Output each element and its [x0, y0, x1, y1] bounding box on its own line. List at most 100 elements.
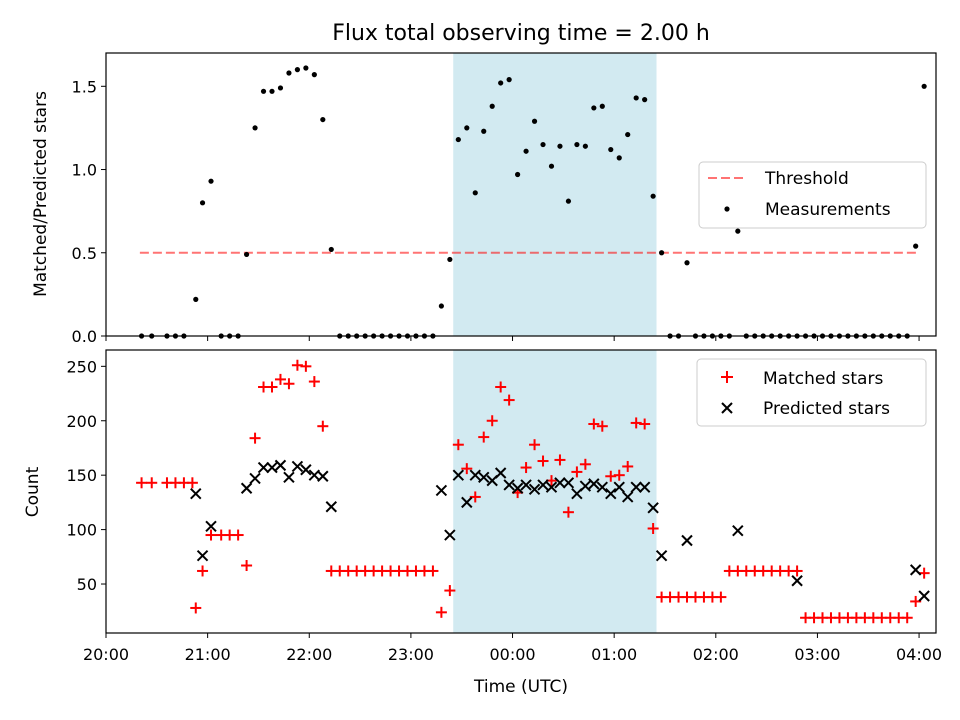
x-tick-label: 20:00 [83, 645, 129, 664]
predicted-star-point [317, 470, 329, 482]
matched-star-point [529, 439, 541, 451]
legend-predicted-label: Predicted stars [763, 399, 890, 419]
matched-star-point [910, 595, 922, 607]
matched-star-point [469, 491, 481, 503]
bottom-y-tick-label: 250 [66, 357, 97, 376]
x-tick-label: 22:00 [286, 645, 332, 664]
predicted-star-point [240, 482, 253, 494]
bottom-y-tick-label: 50 [77, 575, 97, 594]
legend-matched-swatch [721, 371, 733, 383]
top-y-tick-label: 1.5 [72, 77, 97, 96]
measurement-point [243, 251, 250, 258]
bottom-legend: Matched stars Predicted stars [696, 358, 927, 427]
predicted-star-point [579, 480, 592, 492]
bottom-y-tick-label: 200 [66, 412, 97, 431]
measurement-point [633, 95, 639, 101]
matched-star-point [571, 466, 583, 478]
predicted-star-point [909, 564, 922, 576]
matched-star-point [249, 432, 261, 444]
predicted-star-point [435, 484, 448, 497]
measurement-point [531, 118, 538, 124]
matched-star-point [901, 612, 913, 624]
predicted-star-point [325, 501, 337, 513]
measurement-point [481, 128, 487, 134]
measurement-point [464, 125, 470, 131]
matched-star-point [241, 560, 253, 572]
matched-star-point [554, 454, 566, 466]
top-y-ticks: 0.0 0.5 1.0 1.5 [72, 77, 106, 346]
predicted-star-point [478, 471, 490, 484]
legend-predicted-swatch [721, 402, 733, 414]
predicted-star-point [537, 479, 549, 491]
matched-star-point [205, 529, 217, 541]
predicted-star-point [622, 491, 634, 503]
x-tick-label: 02:00 [693, 645, 739, 664]
matched-star-point [232, 529, 244, 541]
matched-star-point [197, 565, 209, 577]
legend-measurements-label: Measurements [765, 200, 891, 220]
predicted-star-point [732, 524, 744, 537]
matched-star-point [461, 463, 473, 475]
matched-star-point [613, 469, 625, 481]
predicted-star-point [461, 496, 473, 509]
predicted-star-point [444, 529, 456, 541]
measurement-point [591, 105, 597, 111]
predicted-star-point [918, 590, 930, 602]
matched-star-point [444, 585, 456, 597]
measurement-point [489, 103, 495, 109]
matched-star-point [266, 381, 278, 393]
predicted-star-point [274, 459, 287, 472]
predicted-star-point [605, 487, 617, 500]
top-shaded-band [453, 53, 657, 336]
measurement-point [658, 250, 665, 256]
legend-threshold-label: Threshold [764, 169, 849, 189]
measurement-point [565, 198, 572, 204]
matched-star-point [317, 420, 329, 432]
measurement-point [438, 303, 444, 309]
measurement-point [540, 141, 546, 148]
matched-star-point [136, 477, 148, 489]
measurement-point [199, 200, 206, 206]
measurement-point [286, 70, 292, 76]
measurement-point [472, 190, 478, 196]
top-y-tick-label: 1.0 [72, 161, 97, 180]
x-tick-label: 04:00 [896, 645, 942, 664]
predicted-star-point [596, 481, 609, 493]
predicted-star-point [291, 460, 304, 473]
matched-star-point [715, 591, 727, 603]
x-tick-label: 01:00 [591, 645, 637, 664]
matched-star-point [647, 523, 659, 535]
measurement-point [193, 296, 199, 302]
predicted-star-point [681, 534, 693, 547]
measurement-point [650, 193, 656, 199]
measurement-point [498, 80, 504, 86]
measurement-point [277, 85, 284, 91]
measurement-point [303, 65, 309, 71]
matched-star-point [300, 360, 312, 372]
predicted-star-point [190, 487, 202, 500]
matched-star-point [562, 506, 574, 518]
matched-star-point [146, 477, 158, 489]
bottom-axes-frame [105, 349, 937, 634]
measurement-point [506, 77, 512, 83]
top-legend-box [698, 161, 927, 229]
predicted-star-point [638, 481, 651, 493]
bottom-y-axis-label: Count [23, 466, 43, 517]
predicted-star-point [562, 477, 575, 489]
x-tick-label: 03:00 [794, 645, 840, 664]
predicted-star-point [283, 471, 295, 484]
predicted-star-point [554, 477, 566, 489]
predicted-star-point [655, 550, 668, 562]
matched-star-point [427, 565, 439, 577]
measurement-point [328, 246, 334, 253]
top-x-ticks [105, 336, 920, 341]
matched-star-point [918, 567, 930, 579]
matched-star-point [520, 462, 532, 474]
predicted-star-point [630, 481, 642, 493]
matched-star-point [503, 394, 515, 406]
predicted-star-point [300, 464, 312, 476]
bottom-legend-box [696, 358, 927, 427]
predicted-star-point [503, 479, 515, 491]
top-y-axis-label: Matched/Predicted stars [31, 91, 51, 297]
